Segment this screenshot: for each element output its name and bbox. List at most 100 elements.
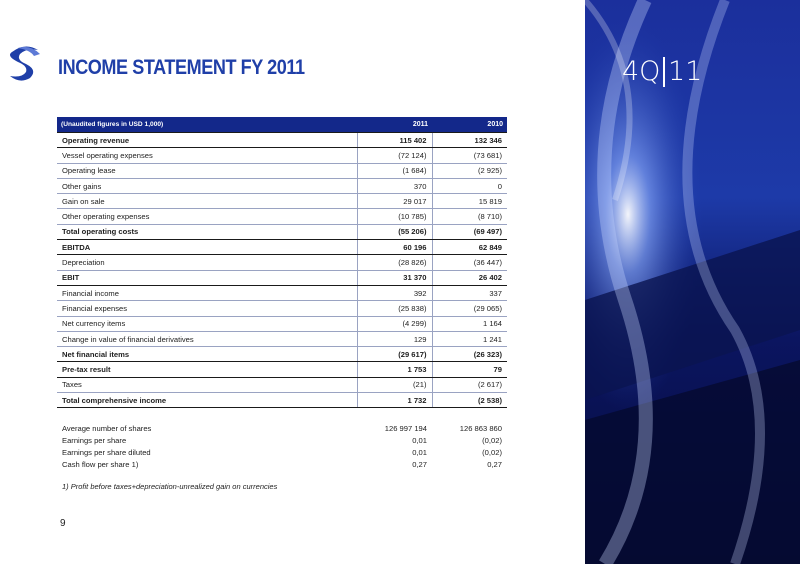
table-row: Gain on sale 29 017 15 819 — [57, 193, 507, 210]
cell-2011: (55 206) — [356, 223, 432, 241]
cell-2010: 132 346 — [431, 131, 507, 149]
separator — [663, 56, 665, 87]
table-header: (Unaudited figures in USD 1,000) 2011 2010 — [57, 117, 507, 133]
cell-2011: 129 — [356, 331, 432, 348]
row-label: Operating revenue — [57, 131, 357, 149]
cell-2010: (2 538) — [431, 392, 507, 409]
period-year: 11 — [667, 56, 703, 87]
title: INCOME STATEMENT FY 2011 — [58, 56, 305, 79]
row-label: Financial expenses — [57, 300, 357, 317]
cell-2010: 26 402 — [431, 269, 507, 286]
table-row: Operating lease (1 684) (2 925) — [57, 163, 507, 179]
cell-2011: 1 753 — [356, 361, 432, 378]
row-label: Other operating expenses — [57, 208, 357, 225]
cell-2010: 79 — [431, 361, 507, 378]
cell-2010: 337 — [431, 285, 507, 302]
table-row: Net financial items (29 617) (26 323) — [57, 346, 507, 363]
period-badge: 4Q 11 — [622, 56, 702, 87]
row-label: Other gains — [57, 178, 357, 195]
row-label: Net financial items — [57, 346, 357, 363]
table-row: Taxes (21) (2 617) — [57, 377, 507, 394]
row-label: Cash flow per share 1) — [62, 459, 139, 469]
cell-2011: (4 299) — [356, 316, 432, 332]
cell-2010: (36 447) — [431, 254, 507, 271]
cell-2011: 29 017 — [356, 193, 432, 210]
table-row: Net currency items (4 299) 1 164 — [57, 316, 507, 332]
footnote: 1) Profit before taxes+depreciation-unre… — [62, 482, 278, 491]
per-share-row: Earnings per share diluted 0,01 (0,02) — [57, 447, 507, 459]
cell-2011: 0,01 — [412, 436, 427, 446]
table-row: EBITDA 60 196 62 849 — [57, 239, 507, 256]
cell-2011: 115 402 — [356, 131, 432, 149]
per-share-row: Earnings per share 0,01 (0,02) — [57, 435, 507, 447]
cell-2010: 15 819 — [431, 193, 507, 210]
row-label: Average number of shares — [62, 424, 152, 434]
cell-2010: (29 065) — [431, 300, 507, 317]
row-label: Change in value of financial derivatives — [57, 331, 357, 348]
row-label: Operating lease — [57, 163, 357, 179]
row-label: EBITDA — [57, 239, 357, 256]
cell-2011: (10 785) — [356, 208, 432, 225]
cell-2011: (72 124) — [356, 147, 432, 164]
logo — [10, 46, 40, 81]
table-row: Change in value of financial derivatives… — [57, 331, 507, 348]
row-label: Gain on sale — [57, 193, 357, 210]
cell-2011: (1 684) — [356, 163, 432, 179]
table-row: Other operating expenses (10 785) (8 710) — [57, 208, 507, 225]
row-label: Earnings per share — [62, 436, 127, 446]
cell-2010: 126 863 860 — [459, 424, 502, 434]
table-row: Total operating costs (55 206) (69 497) — [57, 223, 507, 241]
period-quarter: 4Q — [622, 56, 661, 87]
cell-2011: 1 732 — [356, 392, 432, 409]
per-share-table: Average number of shares 126 997 194 126 8… — [57, 423, 507, 470]
table-row: Operating revenue 115 402 132 346 — [57, 131, 507, 149]
table-row: Total comprehensive income 1 732 (2 538) — [57, 392, 507, 409]
page-number: 9 — [60, 518, 66, 529]
cover-image — [585, 0, 800, 564]
cell-2010: 1 164 — [431, 316, 507, 332]
cell-2010: 0,27 — [487, 459, 502, 469]
table-row: Depreciation (28 826) (36 447) — [57, 254, 507, 271]
cell-2010: (69 497) — [431, 223, 507, 241]
per-share-row: Average number of shares 126 997 194 126 8… — [57, 423, 507, 435]
cell-2011: (29 617) — [356, 346, 432, 363]
cell-2011: (25 838) — [356, 300, 432, 317]
cell-2010: (0,02) — [482, 447, 502, 457]
row-label: Pre-tax result — [57, 361, 357, 378]
cell-2010: (26 323) — [431, 346, 507, 363]
cell-2010: (2 617) — [431, 377, 507, 394]
cell-2010: (73 681) — [431, 147, 507, 164]
row-label: Taxes — [57, 377, 357, 394]
cell-2011: 370 — [356, 178, 432, 195]
table-row: EBIT 31 370 26 402 — [57, 269, 507, 286]
column-header: 2011 — [357, 117, 432, 133]
table-row: Financial expenses (25 838) (29 065) — [57, 300, 507, 317]
cell-2010: (8 710) — [431, 208, 507, 225]
row-label: Vessel operating expenses — [57, 147, 357, 164]
row-label: Earnings per share diluted — [62, 447, 151, 457]
cell-2011: 0,01 — [412, 447, 427, 457]
column-header: 2010 — [432, 117, 507, 133]
row-label: Total comprehensive income — [57, 392, 357, 409]
cell-2011: 392 — [356, 285, 432, 302]
table-row: Other gains 370 0 — [57, 178, 507, 195]
cell-2011: (21) — [356, 377, 432, 394]
cell-2011: 126 997 194 — [384, 424, 427, 434]
cover-art — [585, 0, 800, 564]
cell-2010: 62 849 — [431, 239, 507, 256]
table-row: Pre-tax result 1 753 79 — [57, 361, 507, 378]
row-label: EBIT — [57, 269, 357, 286]
per-share-row: Cash flow per share 1) 0,27 0,27 — [57, 458, 507, 470]
cell-2010: 1 241 — [431, 331, 507, 348]
cell-2011: (28 826) — [356, 254, 432, 271]
cell-2010: (0,02) — [482, 436, 502, 446]
row-label: Financial income — [57, 285, 357, 302]
row-label: Depreciation — [57, 254, 357, 271]
income-table: (Unaudited figures in USD 1,000) 2011 2010… — [57, 117, 507, 409]
cell-2010: (2 925) — [431, 163, 507, 179]
cell-2011: 0,27 — [412, 459, 427, 469]
table-row: Vessel operating expenses (72 124) (73 681… — [57, 147, 507, 164]
table-row: Financial income 392 337 — [57, 285, 507, 302]
cell-2011: 60 196 — [356, 239, 432, 256]
